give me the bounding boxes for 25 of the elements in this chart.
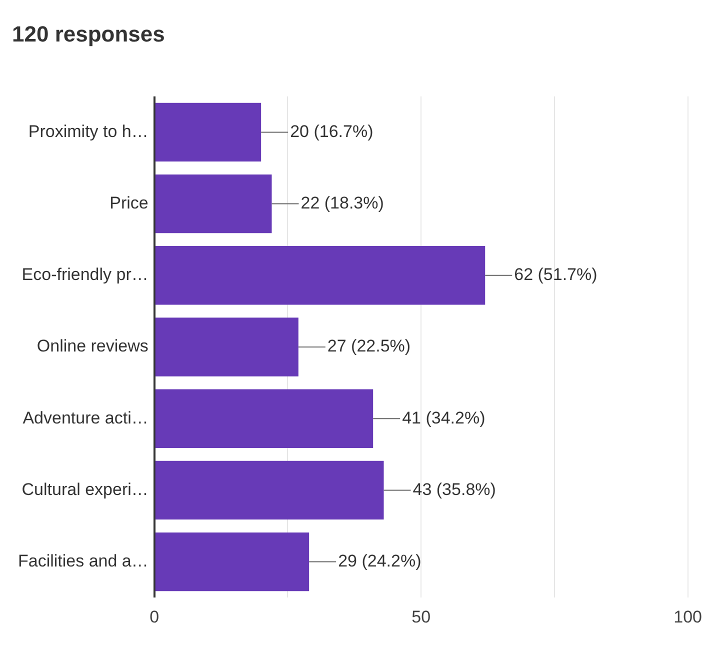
x-tick-label: 50 [412, 607, 431, 626]
data-label: 20 (16.7%) [290, 122, 374, 141]
bar [155, 389, 374, 448]
data-label: 29 (24.2%) [338, 551, 422, 570]
bar [155, 460, 384, 520]
y-tick-label: Eco-friendly pr… [22, 265, 148, 284]
y-tick-label: Proximity to h… [28, 122, 148, 141]
data-label: 41 (34.2%) [402, 408, 486, 428]
bar [155, 174, 272, 234]
bar [155, 102, 262, 162]
data-label: 27 (22.5%) [327, 336, 411, 356]
bar [155, 246, 486, 305]
bar [155, 318, 298, 376]
x-tick-label: 0 [150, 607, 160, 626]
y-tick-label: Price [110, 193, 148, 212]
y-tick-label: Adventure acti… [22, 408, 148, 428]
y-tick-label: Facilities and a… [18, 551, 148, 570]
data-label: 43 (35.8%) [412, 480, 496, 499]
data-label: 22 (18.3%) [300, 193, 384, 212]
bar [155, 532, 310, 592]
data-label: 62 (51.7%) [514, 265, 598, 284]
x-tick-label: 100 [674, 607, 702, 626]
y-tick-label: Cultural experi… [22, 480, 148, 499]
y-tick-label: Online reviews [36, 336, 148, 356]
chart-title: 120 responses [12, 21, 165, 46]
